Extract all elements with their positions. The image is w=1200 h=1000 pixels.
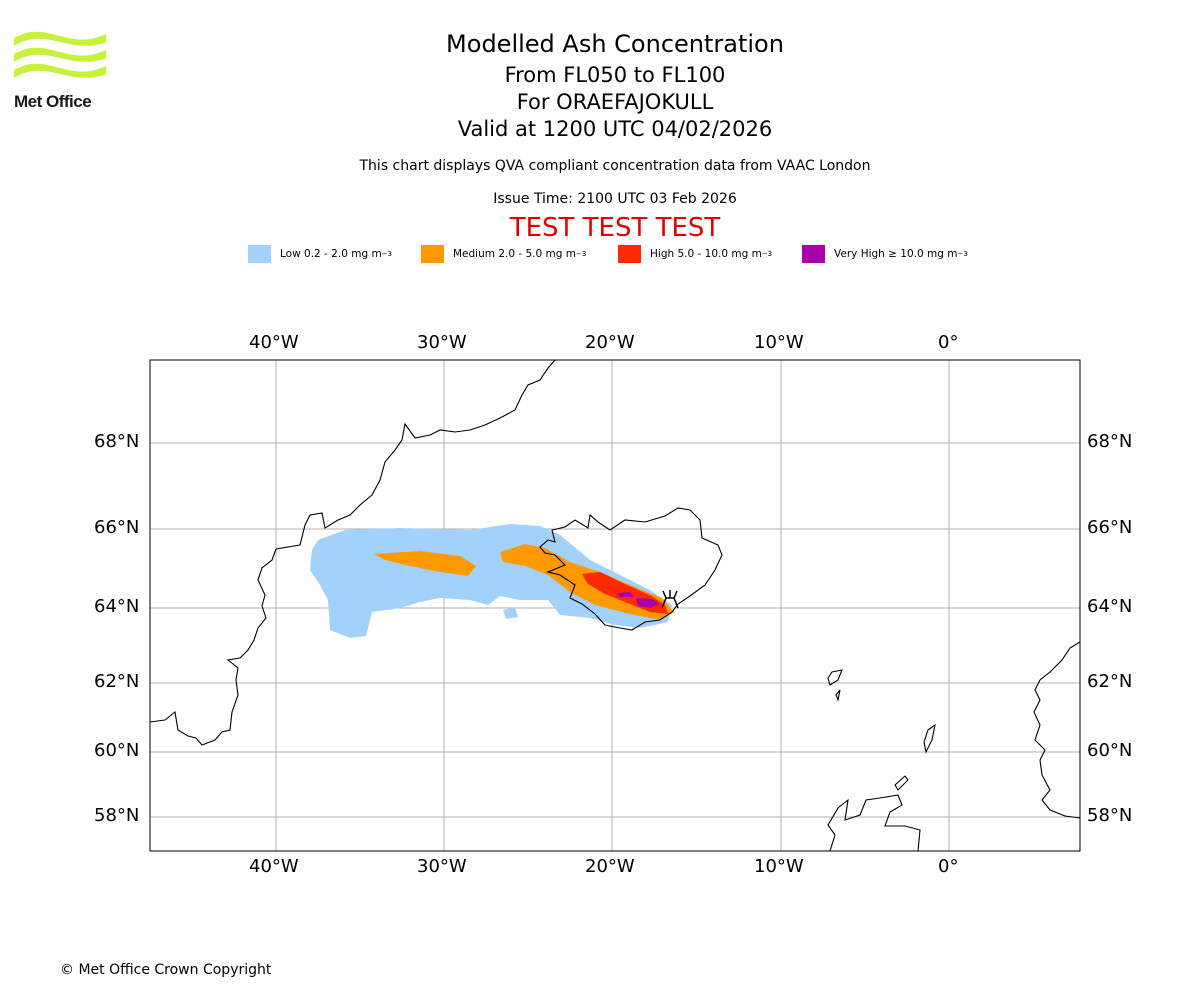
lon-label-bottom-30w: 30°W — [417, 856, 467, 877]
lat-label-left-66n: 66°N — [94, 517, 140, 538]
greenland-coast — [150, 360, 556, 746]
ash-very-high-spot — [617, 592, 634, 597]
met-office-logo: Met Office — [14, 30, 114, 112]
lat-label-right-58n: 58°N — [1087, 805, 1133, 826]
lon-label-top-0: 0° — [938, 332, 959, 353]
legend-label-low: Low 0.2 - 2.0 mg m — [280, 248, 382, 260]
legend-swatch-medium — [421, 245, 444, 263]
orkney-islands — [894, 775, 909, 791]
lat-label-right-62n: 62°N — [1087, 671, 1133, 692]
coastlines — [150, 360, 1080, 851]
chart-title: Modelled Ash Concentration — [446, 30, 784, 58]
legend-exponent: −3 — [381, 250, 393, 258]
volcano-name: For ORAEFAJOKULL — [516, 90, 714, 114]
legend-exponent: −3 — [957, 250, 968, 258]
legend-swatch-low — [248, 245, 271, 263]
ash-very-high-core — [636, 598, 660, 608]
issue-time: Issue Time: 2100 UTC 03 Feb 2026 — [493, 191, 737, 207]
flight-level-range: From FL050 to FL100 — [504, 63, 726, 87]
legend-label-high: High 5.0 - 10.0 mg m — [650, 248, 762, 260]
lat-label-left-64n: 64°N — [94, 596, 140, 617]
legend-label-very-high: Very High ≥ 10.0 mg m — [834, 248, 958, 260]
logo-text: Met Office — [14, 92, 92, 111]
lon-label-bottom-10w: 10°W — [754, 856, 804, 877]
lon-label-bottom-20w: 20°W — [585, 856, 635, 877]
shetland-islands — [923, 723, 936, 754]
norway-coast — [1033, 641, 1080, 819]
lon-label-top-40w: 40°W — [249, 332, 299, 353]
lat-label-left-58n: 58°N — [94, 805, 140, 826]
lon-label-top-10w: 10°W — [754, 332, 804, 353]
scotland-coast — [827, 794, 921, 851]
legend-item-very-high: Very High ≥ 10.0 mg m −3 — [802, 245, 968, 263]
iceland-coast — [539, 507, 723, 631]
data-source-note: This chart displays QVA compliant concen… — [359, 158, 871, 174]
legend-item-medium: Medium 2.0 - 5.0 mg m −3 — [421, 245, 586, 263]
legend-swatch-high — [618, 245, 641, 263]
lon-label-bottom-0: 0° — [938, 856, 959, 877]
ash-medium-west — [374, 551, 476, 576]
lat-label-right-60n: 60°N — [1087, 740, 1133, 761]
met-office-waves-icon — [14, 31, 106, 78]
legend-exponent: −3 — [761, 250, 773, 258]
copyright-notice: © Met Office Crown Copyright — [60, 962, 272, 978]
lat-label-right-66n: 66°N — [1087, 517, 1133, 538]
lat-label-right-68n: 68°N — [1087, 431, 1133, 452]
legend-label-medium: Medium 2.0 - 5.0 mg m — [453, 248, 576, 260]
legend-item-low: Low 0.2 - 2.0 mg m −3 — [248, 245, 392, 263]
test-banner: TEST TEST TEST — [509, 213, 721, 243]
volcano-marker — [661, 590, 679, 609]
map-frame — [149, 359, 1081, 852]
lat-label-left-68n: 68°N — [94, 431, 140, 452]
legend-item-high: High 5.0 - 10.0 mg m −3 — [618, 245, 772, 263]
lon-label-top-20w: 20°W — [585, 332, 635, 353]
lat-label-left-60n: 60°N — [94, 740, 140, 761]
legend-swatch-very-high — [802, 245, 825, 263]
legend-exponent: −3 — [575, 250, 587, 258]
lat-label-right-64n: 64°N — [1087, 596, 1133, 617]
faroe-islands — [827, 669, 843, 702]
lon-label-top-30w: 30°W — [417, 332, 467, 353]
lat-label-left-62n: 62°N — [94, 671, 140, 692]
lon-label-bottom-40w: 40°W — [249, 856, 299, 877]
valid-time: Valid at 1200 UTC 04/02/2026 — [457, 117, 773, 141]
ash-low-fragment — [503, 607, 518, 619]
